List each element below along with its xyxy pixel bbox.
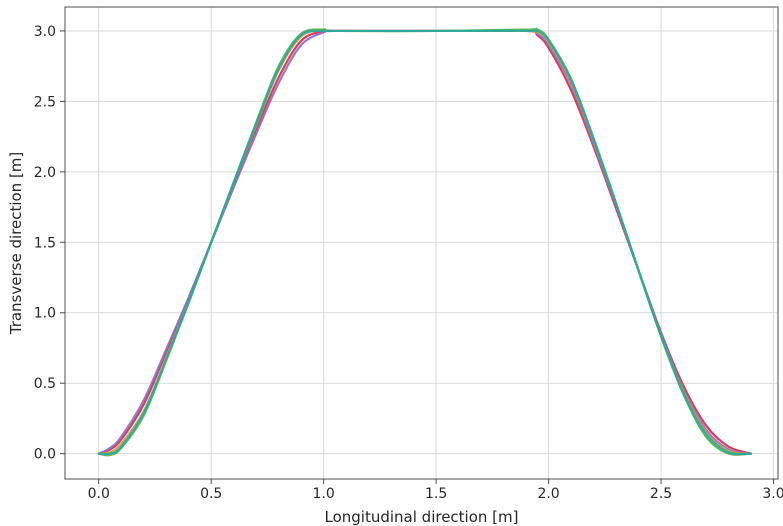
x-tick-label: 2.0 (537, 486, 559, 502)
x-axis-label: Longitudinal direction [m] (325, 508, 519, 526)
x-tick-label: 1.0 (313, 486, 335, 502)
y-tick-label: 3.0 (34, 24, 56, 40)
grid (65, 7, 778, 479)
y-tick-label: 1.0 (34, 306, 56, 322)
ticks: 0.0 0.5 1.0 1.5 2.0 2.5 3.0 0.0 0.5 1.0 1.5 2.0 2.5 3… (34, 24, 783, 502)
y-axis-label: Transverse direction [m] (7, 152, 25, 336)
y-tick-label: 1.5 (34, 235, 56, 251)
x-tick-label: 3.0 (762, 486, 783, 502)
plot-frame (64, 6, 779, 480)
y-tick-label: 0.5 (34, 376, 56, 392)
x-tick-label: 0.0 (88, 486, 110, 502)
x-tick-label: 0.5 (200, 486, 222, 502)
y-tick-label: 2.5 (34, 94, 56, 110)
y-tick-label: 0.0 (34, 447, 56, 463)
x-tick-label: 2.5 (650, 486, 672, 502)
series-line-3 (97, 28, 753, 455)
x-tick-label: 1.5 (425, 486, 447, 502)
y-tick-label: 2.0 (34, 165, 56, 181)
series-group (97, 27, 753, 457)
series-line-5 (97, 29, 753, 456)
